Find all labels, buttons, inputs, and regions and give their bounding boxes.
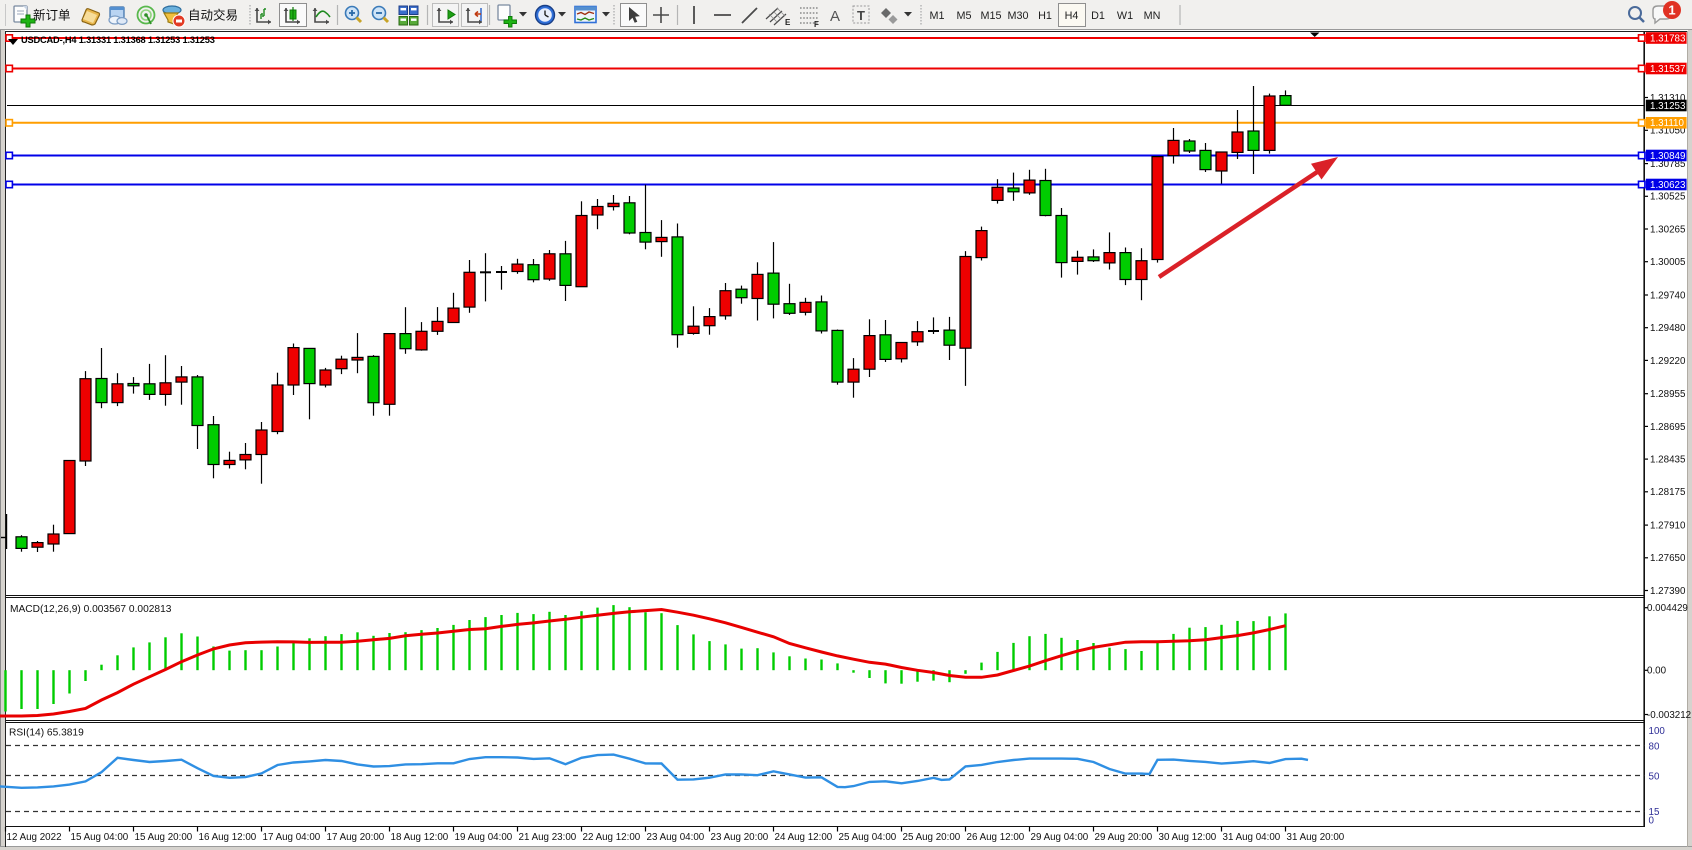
svg-text:18 Aug 12:00: 18 Aug 12:00 bbox=[391, 832, 449, 843]
svg-text:1.28175: 1.28175 bbox=[1650, 487, 1686, 498]
svg-text:M15: M15 bbox=[980, 10, 1001, 22]
svg-text:MN: MN bbox=[1144, 10, 1161, 22]
svg-text:1.31050: 1.31050 bbox=[1650, 126, 1686, 137]
svg-text:-0.003212: -0.003212 bbox=[1647, 710, 1691, 721]
svg-text:1.31783: 1.31783 bbox=[1650, 33, 1686, 44]
svg-text:12 Aug 2022: 12 Aug 2022 bbox=[7, 832, 62, 843]
svg-text:1.30265: 1.30265 bbox=[1650, 224, 1686, 235]
svg-text:1.30623: 1.30623 bbox=[1650, 180, 1686, 191]
svg-text:31 Aug 20:00: 31 Aug 20:00 bbox=[1287, 832, 1345, 843]
svg-text:1.30849: 1.30849 bbox=[1650, 151, 1685, 162]
svg-text:15 Aug 04:00: 15 Aug 04:00 bbox=[71, 832, 129, 843]
svg-text:1.31537: 1.31537 bbox=[1650, 64, 1685, 75]
svg-text:1.30005: 1.30005 bbox=[1650, 257, 1686, 268]
svg-text:1.27910: 1.27910 bbox=[1650, 521, 1686, 532]
svg-text:M1: M1 bbox=[930, 10, 945, 22]
svg-text:1.31253: 1.31253 bbox=[1650, 101, 1686, 112]
svg-text:0.00: 0.00 bbox=[1647, 666, 1667, 677]
svg-text:29 Aug 20:00: 29 Aug 20:00 bbox=[1095, 832, 1153, 843]
svg-text:21 Aug 23:00: 21 Aug 23:00 bbox=[519, 832, 577, 843]
svg-text:E: E bbox=[785, 18, 791, 27]
svg-text:24 Aug 12:00: 24 Aug 12:00 bbox=[775, 832, 833, 843]
svg-text:16 Aug 12:00: 16 Aug 12:00 bbox=[199, 832, 257, 843]
svg-text:A: A bbox=[830, 8, 840, 25]
svg-text:15 Aug 20:00: 15 Aug 20:00 bbox=[135, 832, 193, 843]
svg-text:17 Aug 04:00: 17 Aug 04:00 bbox=[263, 832, 321, 843]
svg-text:1.31310: 1.31310 bbox=[1650, 93, 1686, 104]
svg-text:1: 1 bbox=[1668, 3, 1675, 18]
svg-text:D1: D1 bbox=[1091, 10, 1105, 22]
svg-text:1.29480: 1.29480 bbox=[1650, 323, 1686, 334]
svg-text:W1: W1 bbox=[1117, 10, 1133, 22]
svg-text:1.28955: 1.28955 bbox=[1650, 389, 1686, 400]
svg-text:M5: M5 bbox=[957, 10, 972, 22]
svg-text:29 Aug 04:00: 29 Aug 04:00 bbox=[1031, 832, 1089, 843]
svg-text:19 Aug 04:00: 19 Aug 04:00 bbox=[455, 832, 513, 843]
svg-text:1.28435: 1.28435 bbox=[1650, 455, 1686, 466]
svg-text:22 Aug 12:00: 22 Aug 12:00 bbox=[583, 832, 641, 843]
svg-text:0: 0 bbox=[1649, 816, 1655, 827]
svg-text:新订单: 新订单 bbox=[33, 8, 71, 23]
svg-text:31 Aug 04:00: 31 Aug 04:00 bbox=[1223, 832, 1281, 843]
svg-text:23 Aug 04:00: 23 Aug 04:00 bbox=[647, 832, 705, 843]
svg-text:RSI(14) 65.3819: RSI(14) 65.3819 bbox=[9, 727, 84, 738]
svg-text:M30: M30 bbox=[1007, 10, 1028, 22]
svg-text:26 Aug 12:00: 26 Aug 12:00 bbox=[967, 832, 1025, 843]
svg-text:自动交易: 自动交易 bbox=[188, 8, 238, 23]
svg-text:USDCAD-,H4 1.31331 1.31368 1.: USDCAD-,H4 1.31331 1.31368 1.31253 1.312… bbox=[21, 35, 215, 45]
svg-text:F: F bbox=[814, 20, 819, 29]
svg-text:0.004429: 0.004429 bbox=[1647, 603, 1688, 614]
svg-text:15: 15 bbox=[1649, 807, 1660, 818]
svg-text:25 Aug 04:00: 25 Aug 04:00 bbox=[839, 832, 897, 843]
svg-text:80: 80 bbox=[1649, 741, 1660, 752]
svg-text:1.29220: 1.29220 bbox=[1650, 356, 1686, 367]
svg-text:50: 50 bbox=[1649, 772, 1660, 783]
svg-text:25 Aug 20:00: 25 Aug 20:00 bbox=[903, 832, 961, 843]
svg-text:30 Aug 12:00: 30 Aug 12:00 bbox=[1159, 832, 1217, 843]
svg-text:23 Aug 20:00: 23 Aug 20:00 bbox=[711, 832, 769, 843]
svg-text:1.30525: 1.30525 bbox=[1650, 192, 1686, 203]
svg-text:100: 100 bbox=[1649, 726, 1666, 737]
svg-text:1.29740: 1.29740 bbox=[1650, 290, 1686, 301]
svg-text:H1: H1 bbox=[1038, 10, 1052, 22]
svg-text:1.31110: 1.31110 bbox=[1650, 118, 1685, 129]
svg-text:1.30785: 1.30785 bbox=[1650, 159, 1686, 170]
svg-text:MACD(12,26,9) 0.003567 0.00281: MACD(12,26,9) 0.003567 0.002813 bbox=[10, 604, 172, 615]
svg-text:H4: H4 bbox=[1065, 10, 1079, 22]
svg-text:1.27390: 1.27390 bbox=[1650, 586, 1686, 597]
svg-text:1.27650: 1.27650 bbox=[1650, 553, 1686, 564]
svg-text:17 Aug 20:00: 17 Aug 20:00 bbox=[327, 832, 385, 843]
svg-text:T: T bbox=[857, 8, 865, 23]
svg-text:1.28695: 1.28695 bbox=[1650, 422, 1686, 433]
